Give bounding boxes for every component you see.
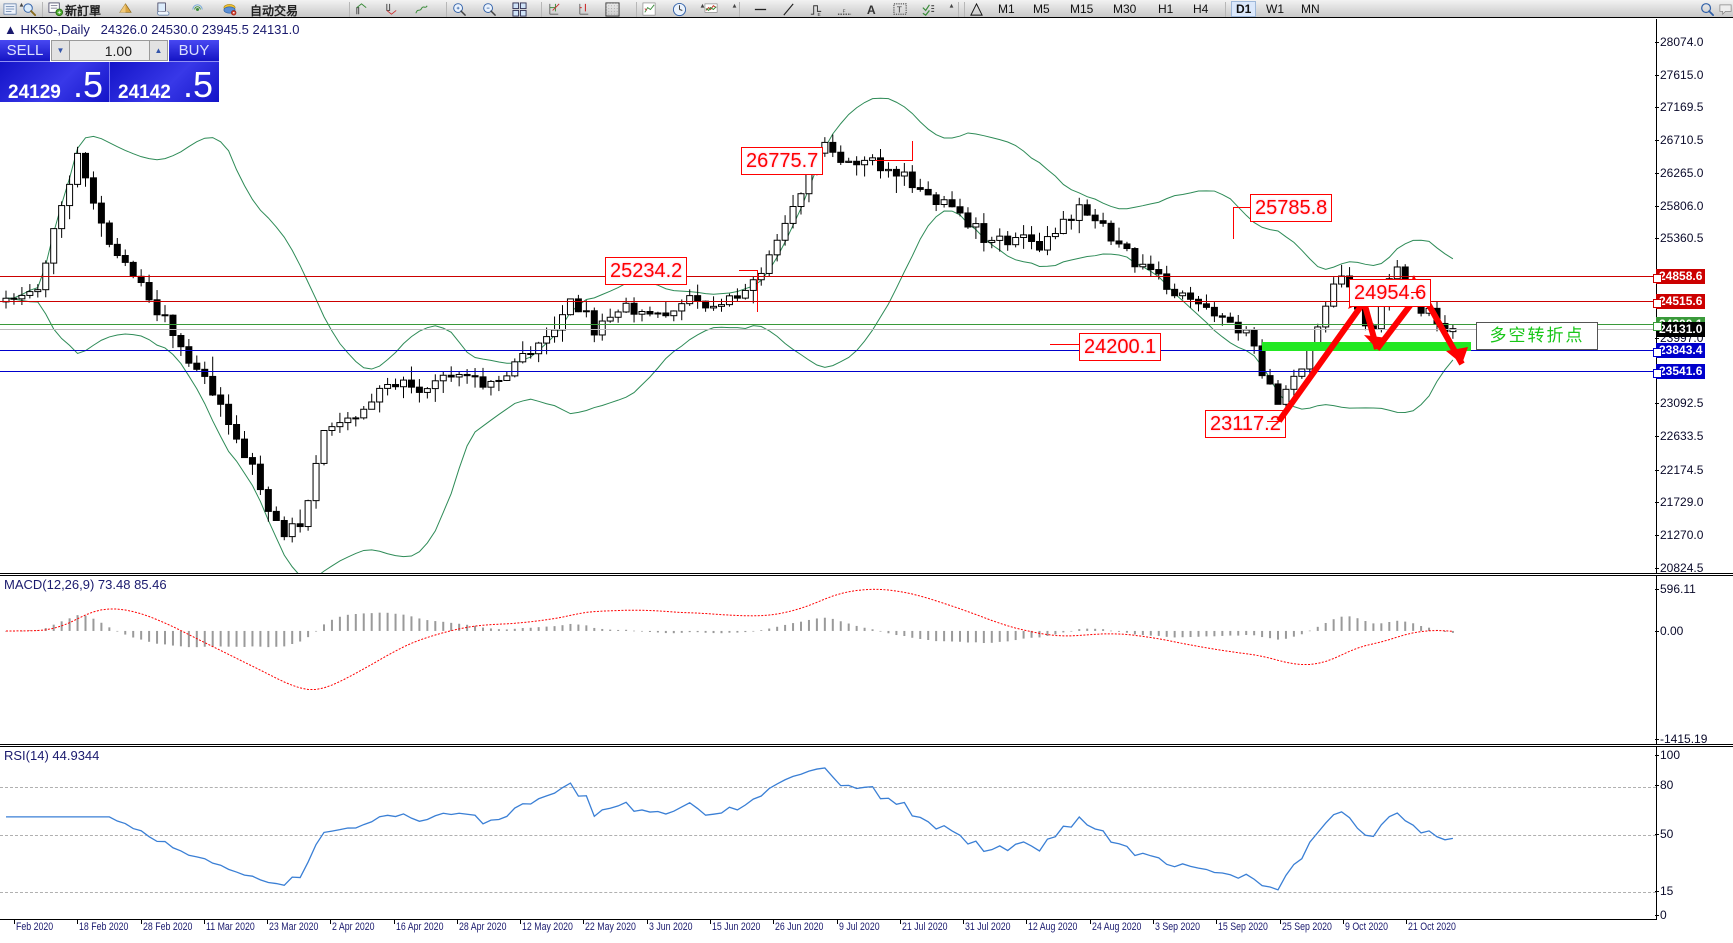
svg-text:F: F bbox=[843, 8, 846, 13]
svg-text:A: A bbox=[867, 3, 876, 17]
svg-text:E: E bbox=[817, 12, 820, 17]
svg-text:T: T bbox=[897, 4, 902, 14]
